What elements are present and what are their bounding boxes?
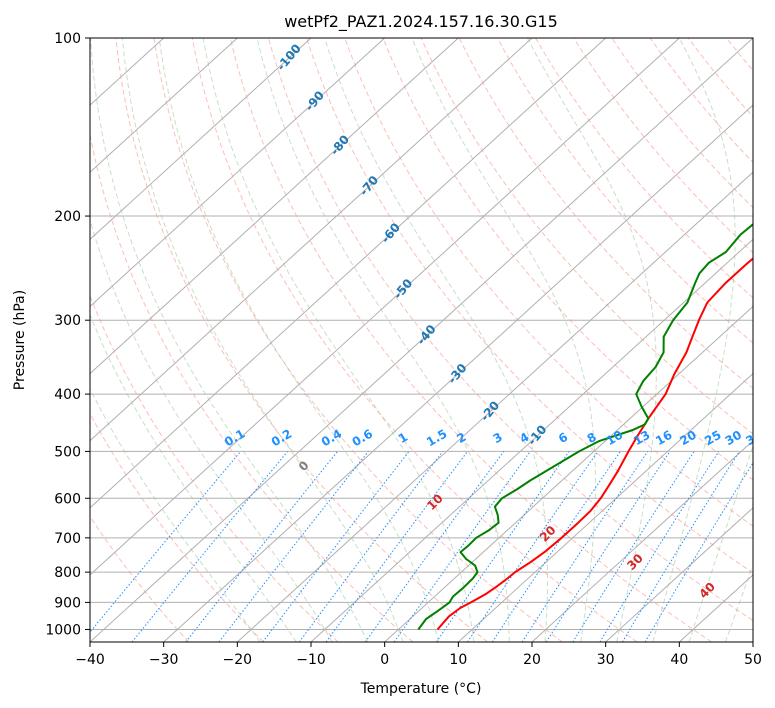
- mixing-ratio-line: [545, 451, 671, 642]
- x-axis-label: Temperature (°C): [360, 681, 482, 697]
- moist-adiabat-line: [202, 38, 475, 642]
- isotherm-line: [90, 38, 459, 375]
- moist-adiabat-line: [725, 563, 753, 642]
- dry-adiabat-line: [496, 38, 753, 344]
- mixing-ratio-line: [218, 451, 369, 642]
- isotherm-line: [531, 439, 753, 642]
- x-tick-label: 40: [670, 652, 688, 668]
- x-tick-label: 20: [523, 652, 541, 668]
- mixing-ratio-line: [435, 451, 570, 642]
- moist-adiabat-line: [90, 313, 297, 642]
- mixing-ratio-line: [131, 451, 288, 642]
- x-axis: −40 −30 −20 −10 0 10 20 30 40 50: [75, 642, 762, 668]
- profile-line: [417, 223, 753, 631]
- moist-adiabat-line: [652, 38, 736, 642]
- moist-adiabat-line: [256, 38, 510, 642]
- mixing-ratio-line: [364, 451, 505, 642]
- dry-adiabat-line: [90, 412, 264, 642]
- isotherm-line: [90, 38, 238, 173]
- isotherm-line: [90, 38, 386, 308]
- y-tick-label: 800: [54, 565, 81, 581]
- y-axis: 1000 900 800 700 600 500 400 300 200 100: [45, 31, 90, 638]
- mixing-ratio-line: [467, 451, 599, 642]
- mixing-ratio-line: [325, 451, 468, 642]
- dry-adiabat-line: [191, 38, 638, 642]
- x-tick-label: 30: [597, 652, 615, 668]
- mixing-ratio-line: [621, 451, 740, 642]
- y-tick-label: 500: [54, 444, 81, 460]
- dry-adiabat-line: [420, 38, 753, 435]
- isotherm-line: [384, 305, 753, 642]
- dry-adiabat-line: [306, 38, 753, 574]
- isotherm-line: [90, 38, 753, 642]
- x-tick-label: −10: [296, 652, 326, 668]
- y-tick-label: 100: [54, 31, 81, 47]
- mixing-ratio-line: [599, 451, 720, 642]
- isotherm-line: [310, 238, 753, 642]
- x-tick-label: 0: [380, 652, 389, 668]
- isotherm-line: [163, 104, 753, 642]
- dry-adiabat-line: [535, 38, 753, 299]
- isotherm-line: [236, 171, 753, 642]
- y-tick-label: 400: [54, 387, 81, 403]
- x-tick-label: 10: [449, 652, 467, 668]
- dry-adiabat-line: [153, 38, 563, 642]
- moist-adiabat-line: [90, 218, 333, 642]
- mixing-ratio-line: [572, 451, 695, 642]
- series-layer: [417, 223, 753, 631]
- profile-line: [436, 257, 753, 631]
- moist-adiabat-line: [90, 387, 261, 642]
- y-tick-label: 600: [54, 491, 81, 507]
- x-tick-label: −30: [149, 652, 179, 668]
- moist-adiabat-line: [121, 38, 404, 642]
- chart-title: wetPf2_PAZ1.2024.157.16.30.G15: [284, 12, 558, 32]
- x-tick-label: 50: [744, 652, 762, 668]
- mixing-ratio-line: [491, 451, 621, 642]
- y-tick-label: 700: [54, 531, 81, 547]
- mixing-ratio-line: [262, 451, 410, 642]
- y-tick-label: 1000: [45, 622, 81, 638]
- isotherm-line: [605, 507, 753, 642]
- x-tick-label: −20: [223, 652, 253, 668]
- isotherm-line: [90, 38, 607, 509]
- y-tick-label: 200: [54, 209, 81, 225]
- isotherm-line: [457, 372, 753, 642]
- x-tick-label: −40: [75, 652, 105, 668]
- moist-adiabat-line: [158, 38, 439, 642]
- mixing-ratio-line: [521, 451, 649, 642]
- y-tick-label: 300: [54, 313, 81, 329]
- moist-adiabat-line: [688, 444, 753, 642]
- grid-layer: [90, 38, 753, 642]
- isotherm-line: [90, 38, 312, 241]
- mixing-ratio-line: [393, 451, 531, 642]
- isotherm-line: [90, 38, 533, 442]
- plot-frame: [89, 37, 754, 643]
- dry-adiabat-line: [268, 38, 753, 622]
- y-tick-label: 900: [54, 595, 81, 611]
- moist-adiabat-line: [324, 38, 549, 642]
- mixing-ratio-line: [644, 461, 753, 642]
- mixing-ratio-line: [185, 451, 338, 642]
- isotherm-line: [90, 38, 680, 576]
- mixing-ratio-line: [298, 451, 444, 642]
- y-axis-label: Pressure (hPa): [12, 290, 28, 390]
- mixing-ratio-label: 36: [743, 428, 764, 448]
- dry-adiabat-line: [115, 38, 488, 642]
